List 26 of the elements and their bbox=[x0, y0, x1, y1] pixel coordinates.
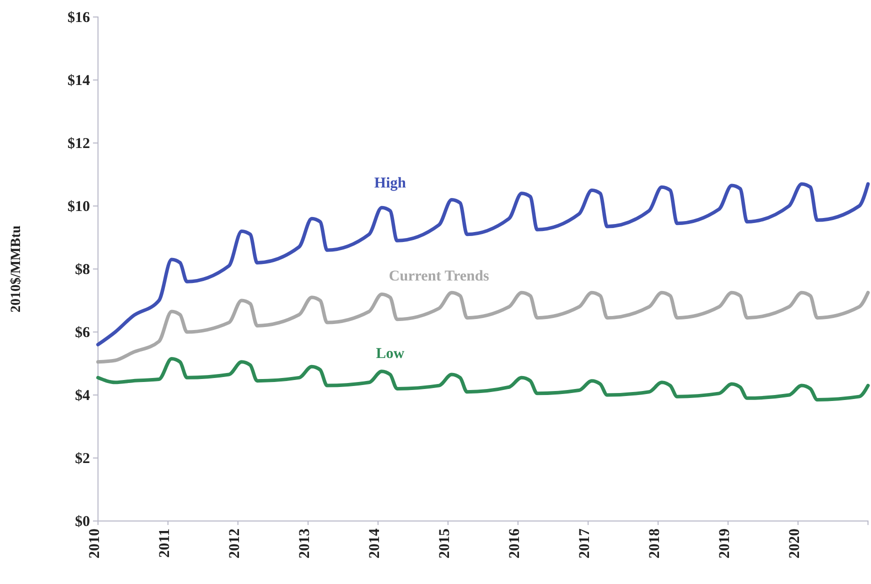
y-tick-label: $14 bbox=[68, 72, 90, 89]
x-tick-label: 2011 bbox=[156, 528, 173, 558]
x-tick-label: 2018 bbox=[647, 528, 664, 558]
series-label: Current Trends bbox=[388, 268, 490, 285]
x-tick-label: 2012 bbox=[226, 528, 243, 558]
x-tick-label: 2014 bbox=[367, 528, 384, 558]
x-tick-label: 2015 bbox=[437, 528, 454, 558]
y-tick-label: $16 bbox=[68, 10, 90, 26]
y-axis-title: 2010$/MMBtu bbox=[9, 225, 24, 313]
x-tick-label: 2016 bbox=[506, 528, 523, 558]
y-tick-label: $10 bbox=[68, 198, 90, 215]
line-series bbox=[96, 290, 870, 364]
x-tick-label: 2010 bbox=[87, 528, 103, 558]
series-label: High bbox=[374, 176, 407, 192]
y-tick-label: $6 bbox=[75, 324, 90, 341]
line-series bbox=[96, 357, 870, 402]
x-tick-label: 2020 bbox=[787, 528, 804, 558]
x-tick-label: 2019 bbox=[717, 528, 734, 558]
x-tick-label: 2017 bbox=[577, 528, 594, 558]
y-tick-label: $0 bbox=[75, 514, 90, 530]
y-tick-label: $2 bbox=[75, 450, 90, 467]
y-tick-label: $4 bbox=[75, 388, 90, 404]
y-tick-label: $8 bbox=[75, 262, 90, 278]
series-label: Low bbox=[376, 346, 404, 362]
y-tick-label: $12 bbox=[68, 136, 90, 152]
x-tick-label: 2013 bbox=[297, 528, 314, 558]
